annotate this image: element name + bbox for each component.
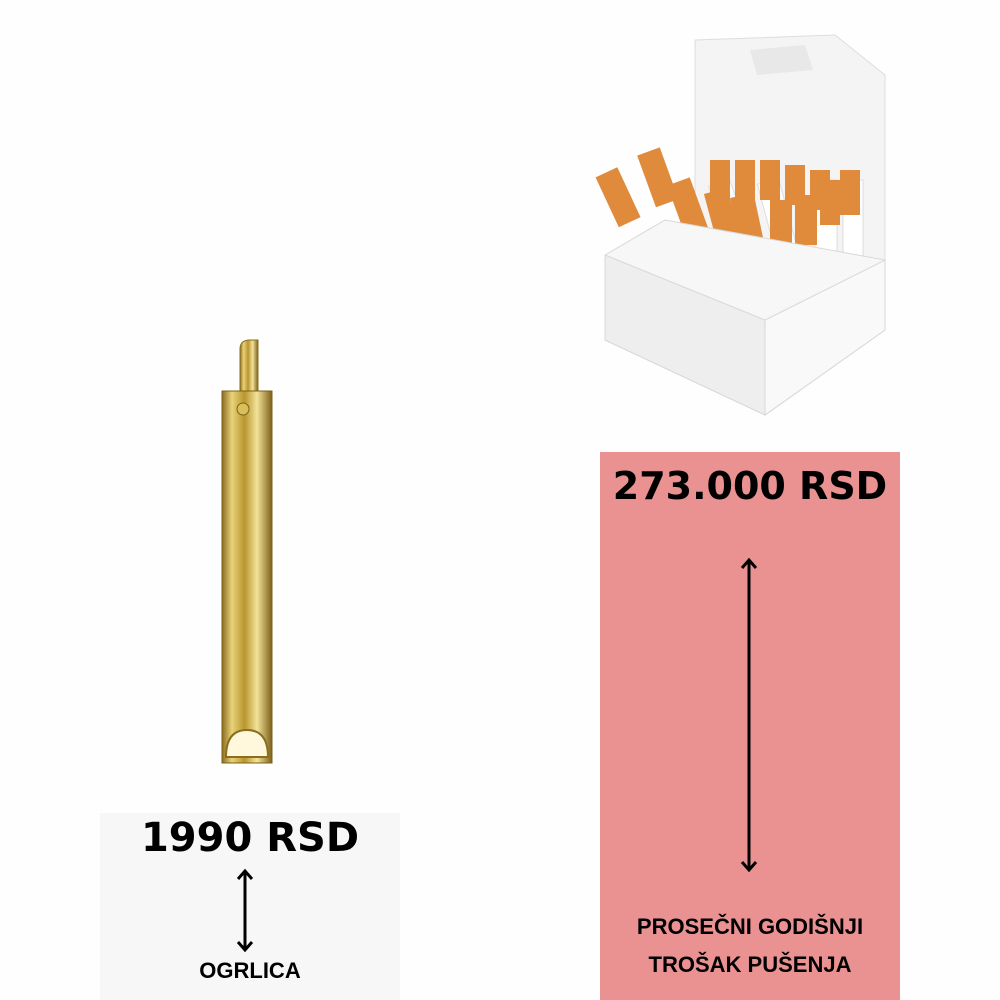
double-arrow-icon <box>740 557 758 873</box>
cigarette-box-image <box>595 34 886 416</box>
necklace-price: 1990 RSD <box>140 815 360 861</box>
necklace-price-panel: 1990 RSD OGRLICA <box>100 813 400 1000</box>
smoking-label-line2: TROŠAK PUŠENJA <box>648 952 852 977</box>
smoking-label-line1: PROSEČNI GODIŠNJI <box>636 914 864 939</box>
double-arrow-icon <box>236 868 254 953</box>
gold-pendant-image <box>221 339 273 764</box>
smoking-price: 273.000 RSD <box>612 464 888 508</box>
necklace-label: OGRLICA <box>199 958 301 983</box>
smoking-cost-panel: 273.000 RSD PROSEČNI GODIŠNJI TROŠAK PUŠ… <box>600 452 900 1000</box>
cigarettes <box>595 147 864 292</box>
